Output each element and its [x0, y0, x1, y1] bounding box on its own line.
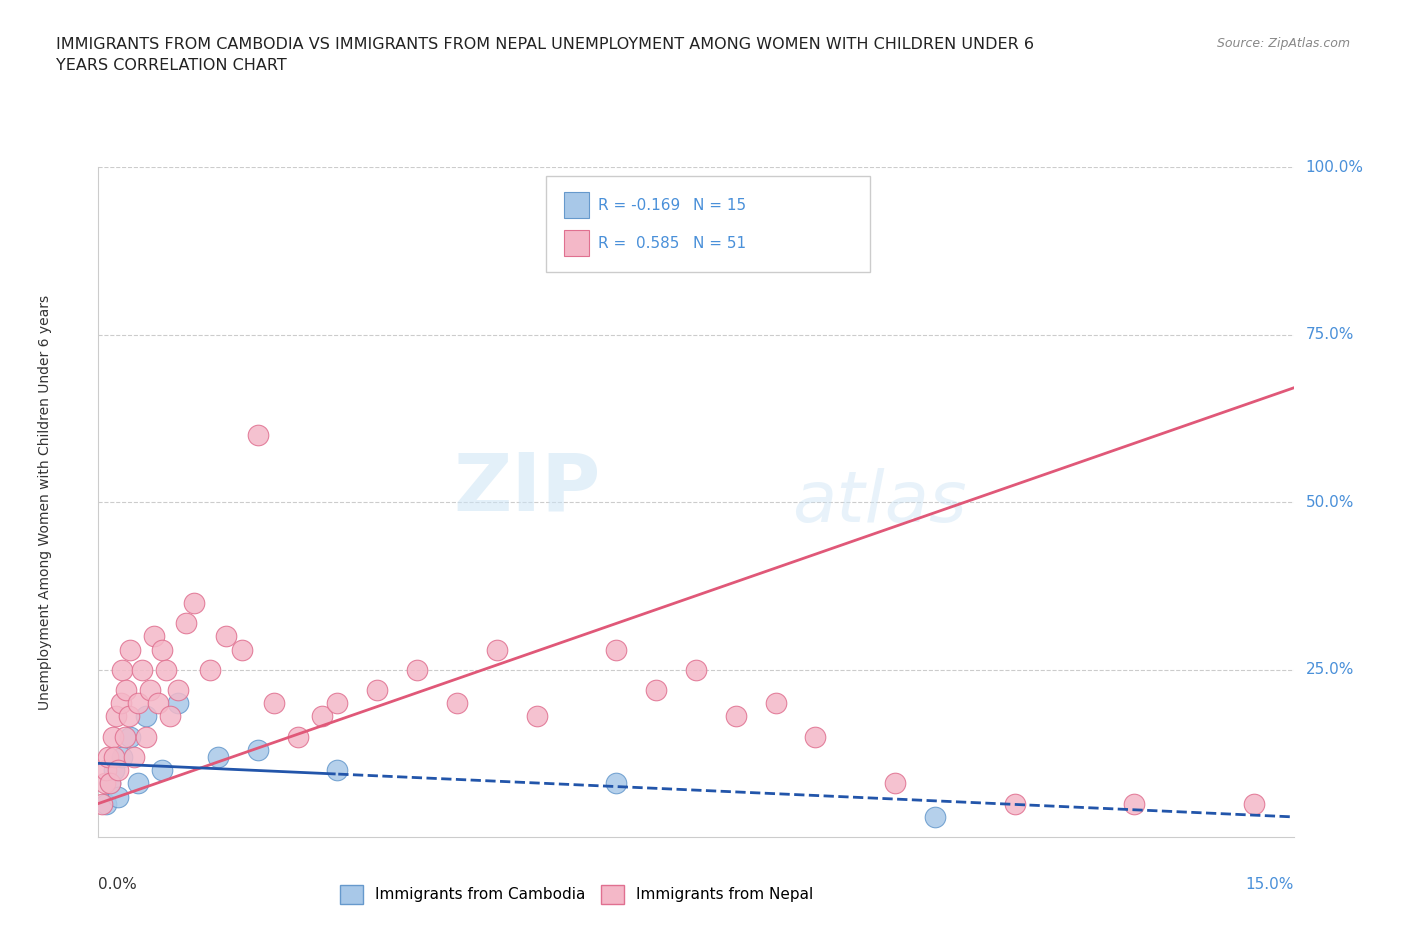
Point — [115, 683, 138, 698]
Point — [526, 709, 548, 724]
Point — [159, 709, 181, 724]
Point — [155, 662, 177, 677]
Text: N = 15: N = 15 — [693, 198, 747, 213]
Point — [91, 796, 114, 811]
Point — [103, 763, 125, 777]
Point — [685, 662, 707, 677]
Point — [446, 696, 468, 711]
Point — [104, 709, 127, 724]
Legend: Immigrants from Cambodia, Immigrants from Nepal: Immigrants from Cambodia, Immigrants fro… — [333, 879, 820, 910]
Point — [1243, 796, 1265, 811]
Point — [765, 696, 787, 711]
Point — [124, 750, 146, 764]
Point — [215, 629, 238, 644]
Text: 15.0%: 15.0% — [1246, 877, 1294, 892]
Point — [174, 616, 197, 631]
Point — [127, 696, 149, 711]
Point — [231, 642, 253, 657]
Text: 0.0%: 0.0% — [98, 877, 138, 892]
Text: R = -0.169: R = -0.169 — [598, 198, 679, 213]
Point — [804, 729, 827, 744]
Text: 75.0%: 75.0% — [1305, 327, 1354, 342]
Point — [94, 776, 117, 790]
Point — [131, 662, 153, 677]
Point — [101, 729, 124, 744]
Point — [150, 763, 173, 777]
Point — [120, 642, 142, 657]
Point — [246, 428, 269, 443]
Point — [311, 709, 333, 724]
Point — [326, 763, 349, 777]
Point — [366, 683, 388, 698]
Point — [96, 763, 118, 777]
Point — [107, 790, 129, 804]
Point — [103, 750, 125, 764]
Point — [143, 629, 166, 644]
Point — [111, 662, 134, 677]
Point — [884, 776, 907, 790]
Point — [605, 642, 627, 657]
Point — [139, 683, 162, 698]
Point — [326, 696, 349, 711]
Text: ZIP: ZIP — [453, 450, 600, 528]
Point — [246, 742, 269, 757]
Text: R =  0.585: R = 0.585 — [598, 236, 679, 251]
Point — [98, 776, 122, 790]
Point — [605, 776, 627, 790]
Point — [406, 662, 429, 677]
Point — [118, 709, 141, 724]
Point — [111, 750, 134, 764]
Point — [724, 709, 747, 724]
Point — [135, 729, 157, 744]
Text: atlas: atlas — [792, 468, 966, 537]
Point — [645, 683, 668, 698]
Point — [287, 729, 309, 744]
Point — [120, 729, 142, 744]
Point — [198, 662, 221, 677]
Point — [183, 595, 205, 610]
Point — [114, 729, 136, 744]
Text: N = 51: N = 51 — [693, 236, 747, 251]
Point — [1123, 796, 1146, 811]
Point — [1004, 796, 1026, 811]
Point — [207, 750, 229, 764]
Point — [98, 776, 122, 790]
Text: 25.0%: 25.0% — [1305, 662, 1354, 677]
Text: Source: ZipAtlas.com: Source: ZipAtlas.com — [1216, 37, 1350, 50]
Point — [97, 750, 120, 764]
Text: 50.0%: 50.0% — [1305, 495, 1354, 510]
Text: IMMIGRANTS FROM CAMBODIA VS IMMIGRANTS FROM NEPAL UNEMPLOYMENT AMONG WOMEN WITH : IMMIGRANTS FROM CAMBODIA VS IMMIGRANTS F… — [56, 37, 1035, 73]
Text: 100.0%: 100.0% — [1305, 160, 1364, 175]
Point — [148, 696, 170, 711]
Point — [110, 696, 132, 711]
Point — [150, 642, 173, 657]
Point — [96, 796, 118, 811]
Point — [127, 776, 149, 790]
Point — [107, 763, 129, 777]
Point — [924, 809, 946, 824]
Point — [263, 696, 285, 711]
Point — [167, 683, 190, 698]
Text: Unemployment Among Women with Children Under 6 years: Unemployment Among Women with Children U… — [38, 295, 52, 710]
Point — [485, 642, 508, 657]
Point — [135, 709, 157, 724]
Point — [167, 696, 190, 711]
